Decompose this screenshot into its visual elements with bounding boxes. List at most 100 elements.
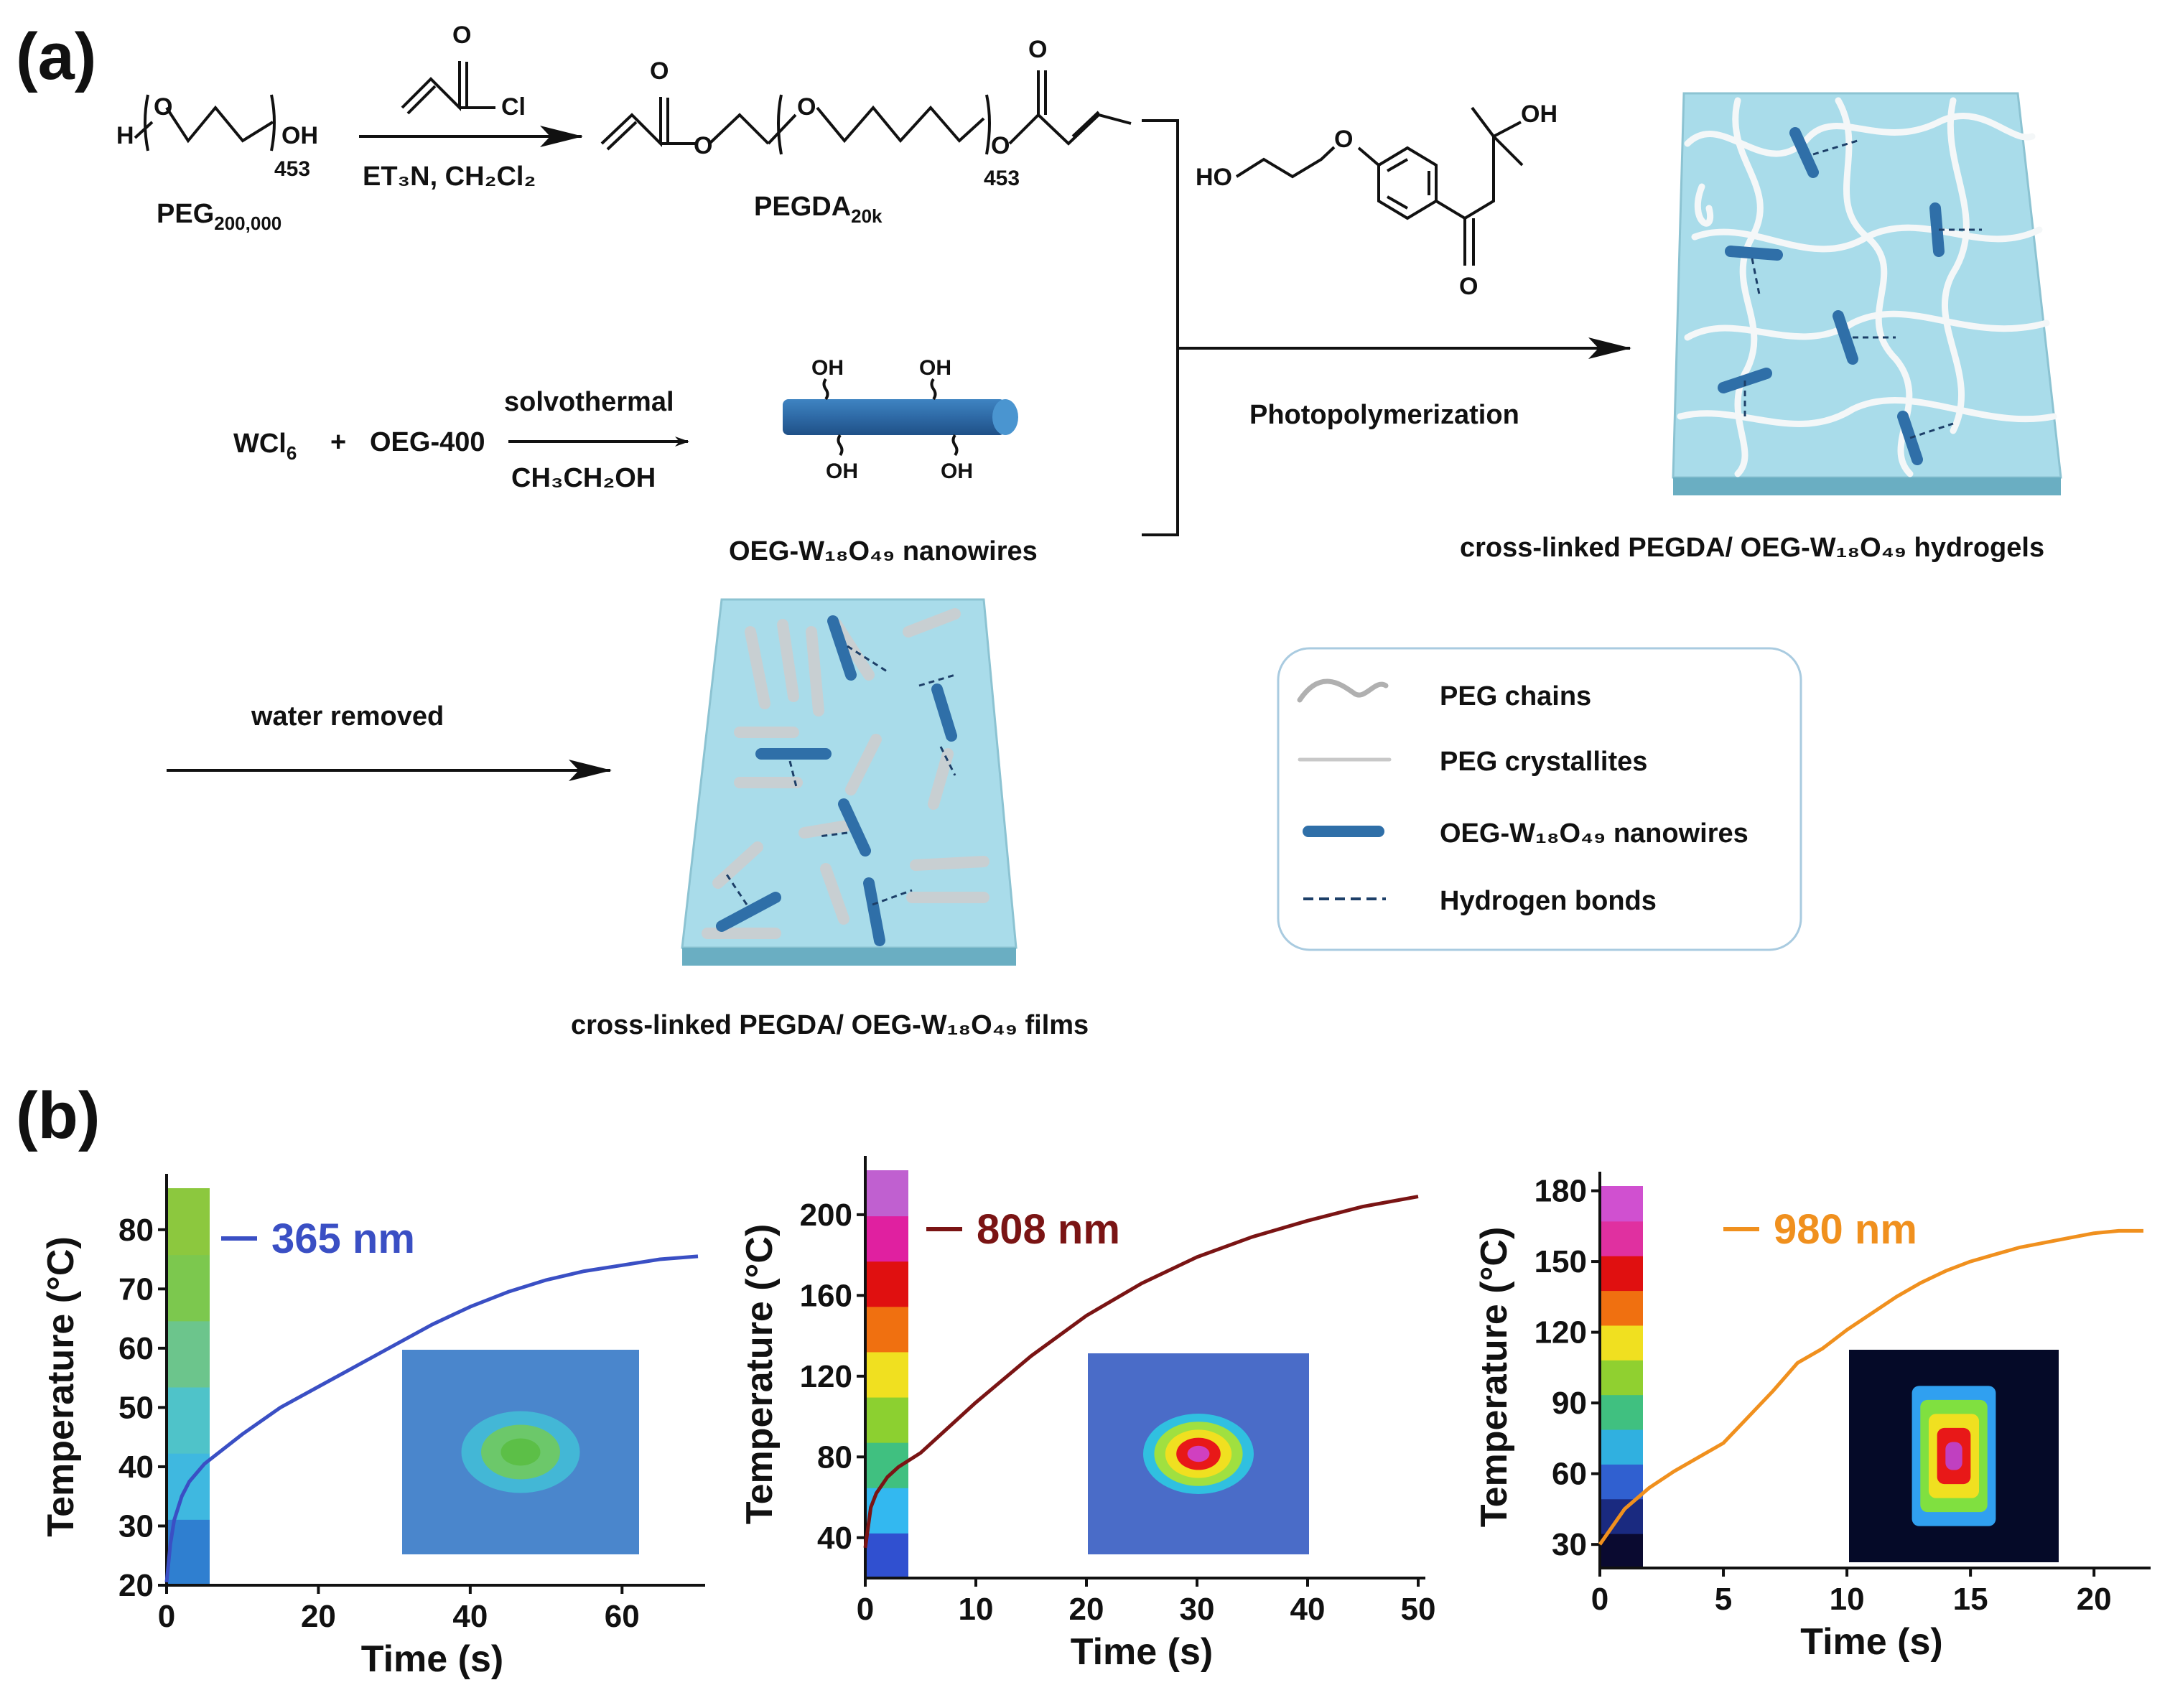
peg-o-atom: O <box>154 93 172 121</box>
colorbar-segment <box>867 1170 908 1217</box>
pegda-o-right: O <box>1028 36 1047 63</box>
y-tick-label: 80 <box>817 1439 852 1475</box>
y-tick-label: 150 <box>1535 1244 1587 1279</box>
initiator-o-ether: O <box>1334 126 1353 153</box>
chart-808nm: 40 80 120 160 200 0 10 20 30 40 50 Time (s) Temperat… <box>739 1156 1435 1673</box>
y-axis-label: Temperature (°C) <box>40 1236 82 1537</box>
x-tick-label: 20 <box>2077 1582 2112 1617</box>
colorbar-segment <box>168 1386 210 1454</box>
acryloyl-chloride: O Cl <box>401 22 526 121</box>
x-tick-label: 20 <box>1069 1592 1104 1627</box>
colorbar-segment <box>867 1487 908 1534</box>
colorbar-segment <box>1601 1325 1643 1361</box>
colorbar-segment <box>867 1261 908 1307</box>
y-axis-label: Temperature (°C) <box>1473 1227 1515 1528</box>
solvent-label: CH₃CH₂OH <box>511 463 656 493</box>
photoinitiator-structure: HO O O OH <box>1196 101 1557 300</box>
nanowire-oh-2: OH <box>919 356 951 380</box>
initiator-oh: OH <box>1521 101 1557 128</box>
legend: PEG chains PEG crystallites OEG-W₁₈O₄₉ n… <box>1277 647 1802 951</box>
series-line <box>164 1254 699 1583</box>
nanowire-oh-3: OH <box>826 459 858 483</box>
colorbar-segment <box>168 1518 210 1586</box>
colorbar-segment <box>867 1532 908 1579</box>
y-tick-label: 120 <box>800 1359 852 1394</box>
x-axis-label: Time (s) <box>361 1638 503 1680</box>
colorbar-segment <box>1601 1498 1643 1534</box>
wcl6-label: WCl6 <box>233 429 297 464</box>
pegda-name: PEGDA20k <box>754 192 883 227</box>
chart-980nm: 30 60 90 120 150 180 0 5 10 15 20 Time (s) Temperatu… <box>1473 1172 2151 1663</box>
colorbar-segment <box>1601 1359 1643 1396</box>
peg-repeat-n: 453 <box>274 157 310 181</box>
x-tick-label: 50 <box>1401 1592 1436 1627</box>
x-tick-label: 15 <box>1953 1582 1988 1617</box>
colorbar-segment <box>1601 1429 1643 1465</box>
x-tick-label: 30 <box>1180 1592 1215 1627</box>
films-label: cross-linked PEGDA/ OEG-W₁₈O₄₉ films <box>571 1010 1089 1040</box>
y-tick-label: 160 <box>800 1278 852 1313</box>
colorbar-segment <box>1601 1186 1643 1222</box>
colorbar-segment <box>1601 1290 1643 1326</box>
legend-item-hydrogen-bonds: Hydrogen bonds <box>1440 886 1657 916</box>
nanowire-illustration: OH OH OH OH <box>783 356 1018 483</box>
y-tick-label: 40 <box>118 1450 154 1485</box>
series-legend-label: 980 nm <box>1774 1206 1917 1253</box>
colorbar-segment <box>1601 1463 1643 1500</box>
oeg400-label: OEG-400 <box>370 427 485 457</box>
y-axis-label: Temperature (°C) <box>739 1224 781 1525</box>
y-tick-label: 30 <box>1552 1527 1587 1562</box>
hydrogels-label: cross-linked PEGDA/ OEG-W₁₈O₄₉ hydrogels <box>1460 533 2044 563</box>
initiator-ho: HO <box>1196 164 1232 191</box>
chlorine-atom: Cl <box>501 93 526 121</box>
carbonyl-o: O <box>452 22 471 49</box>
pegda-o-ester-right: O <box>991 132 1010 159</box>
y-tick-label: 20 <box>118 1568 154 1603</box>
x-tick-label: 0 <box>158 1599 175 1634</box>
y-tick-label: 180 <box>1535 1174 1587 1209</box>
initiator-ketone-o: O <box>1459 273 1478 300</box>
y-tick-label: 70 <box>118 1271 154 1307</box>
pegda-o-repeat: O <box>797 93 816 121</box>
colorbar-segment <box>1601 1255 1643 1292</box>
peg-structure: H O OH 453 PEG200,000 <box>116 93 318 234</box>
colorbar-segment <box>1601 1533 1643 1569</box>
panel-label-a: (a) <box>16 20 96 93</box>
y-tick-label: 200 <box>800 1198 852 1233</box>
peg-oh-group: OH <box>281 122 318 149</box>
nanowire-oh-1: OH <box>811 356 844 380</box>
pegda-o-left: O <box>650 57 669 85</box>
thermal-spot <box>1187 1445 1210 1462</box>
peg-name: PEG200,000 <box>157 199 281 234</box>
colorbar-segment <box>168 1188 210 1256</box>
panel-label-b: (b) <box>16 1079 100 1152</box>
x-tick-label: 40 <box>1290 1592 1326 1627</box>
solvothermal-label: solvothermal <box>504 387 674 417</box>
colorbar-segment <box>168 1320 210 1388</box>
photopolymerization-label: Photopolymerization <box>1249 400 1519 430</box>
y-tick-label: 60 <box>1552 1457 1587 1492</box>
x-tick-label: 0 <box>1591 1582 1608 1617</box>
x-tick-label: 5 <box>1715 1582 1732 1617</box>
water-removed-label: water removed <box>251 701 444 732</box>
colorbar-segment <box>867 1396 908 1443</box>
colorbar-segment <box>867 1351 908 1398</box>
combine-bracket <box>1142 119 1179 536</box>
colorbar-segment <box>867 1306 908 1353</box>
x-tick-label: 10 <box>959 1592 994 1627</box>
y-tick-label: 60 <box>118 1331 154 1366</box>
pegda-repeat-n: 453 <box>984 167 1020 190</box>
peg-h-atom: H <box>116 122 134 149</box>
x-tick-label: 10 <box>1830 1582 1865 1617</box>
colorbar-segment <box>168 1254 210 1322</box>
thermal-spot <box>500 1438 541 1466</box>
y-tick-label: 30 <box>118 1508 154 1544</box>
thermal-spot <box>1945 1442 1962 1470</box>
x-tick-label: 0 <box>857 1592 874 1627</box>
pegda-structure: O O O 453 O O PEGDA20k <box>600 36 1132 227</box>
x-axis-label: Time (s) <box>1071 1631 1213 1673</box>
y-tick-label: 80 <box>118 1213 154 1248</box>
series-legend-label: 808 nm <box>977 1206 1120 1253</box>
y-tick-label: 120 <box>1535 1315 1587 1350</box>
